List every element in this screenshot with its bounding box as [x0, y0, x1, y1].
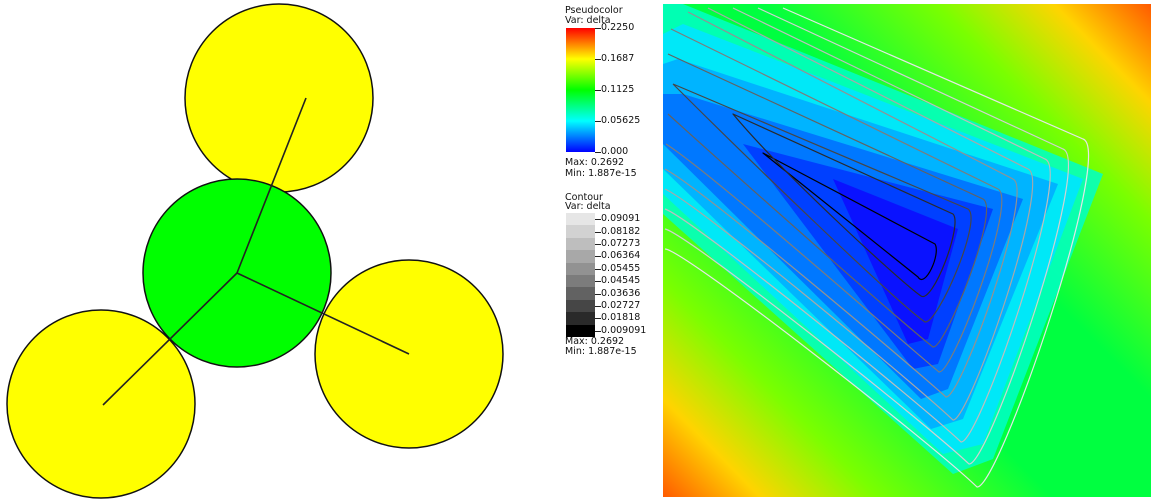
- contour-tick-mark: [595, 306, 601, 307]
- contour-line-3: [672, 83, 972, 323]
- pseudocolor-tick-label: 0.1125: [601, 84, 635, 95]
- contour-swatch: [566, 275, 595, 288]
- contour-tick-mark: [595, 268, 601, 270]
- pseudocolor-colorbar: [566, 28, 595, 152]
- contour-lines: [664, 7, 1089, 488]
- contour-level-label: 0.05455: [601, 262, 641, 274]
- contour-line-8: [664, 7, 1051, 443]
- contour-line-5: [665, 28, 1003, 373]
- pseudocolor-tick-label: 0.1687: [601, 53, 635, 64]
- contour-level-label: 0.04545: [601, 275, 641, 287]
- contour-level-label: 0.09091: [601, 213, 641, 225]
- pseudocolor-var-label: Var: delta: [565, 15, 611, 26]
- contour-tick-mark: [595, 281, 601, 283]
- contour-line-2: [732, 113, 956, 297]
- contour-tick-mark: [595, 256, 601, 258]
- circle-top: [184, 3, 374, 193]
- line-center-bottom-left: [102, 272, 238, 406]
- contour-tick-mark: [595, 231, 601, 233]
- contour-line-9: [664, 7, 1069, 465]
- contour-tick-mark: [595, 219, 601, 221]
- connecting-lines: [102, 97, 410, 406]
- contour-swatch: [566, 262, 595, 275]
- contour-level-label: 0.06364: [601, 250, 641, 262]
- pseudocolor-tick-mark: [595, 28, 601, 29]
- circle-network-plot: [6, 3, 504, 499]
- pseudocolor-min-label: Min: 1.887e-15: [565, 168, 637, 179]
- contour-swatch: [566, 299, 595, 313]
- line-center-right: [236, 272, 410, 355]
- contour-line-6: [664, 11, 1018, 398]
- pseudocolor-tick-mark: [595, 90, 601, 91]
- pseudocolor-tick-mark: [595, 59, 601, 60]
- legend-panel: Pseudocolor Var: delta 0.2250 0.1687 0.112…: [560, 0, 660, 501]
- contour-level-label: 0.02727: [601, 300, 641, 311]
- contour-title: Contour: [565, 192, 603, 203]
- field-core: [833, 179, 958, 344]
- contour-line-7: [664, 7, 1034, 421]
- contour-tick-mark: [595, 293, 601, 295]
- contour-tick-mark: [595, 330, 601, 332]
- contour-level-label: 0.03636: [601, 287, 641, 299]
- pseudocolor-tick-label: 0.000: [601, 146, 629, 157]
- pseudocolor-tick-label: 0.05625: [601, 115, 641, 126]
- line-center-top: [236, 97, 307, 274]
- contour-min-label: Min: 1.887e-15: [565, 346, 637, 357]
- pseudocolor-title: Pseudocolor: [565, 5, 623, 16]
- contour-level-label: 0.01818: [601, 312, 641, 324]
- contour-max-label: Max: 0.2692: [565, 336, 625, 347]
- pseudocolor-tick-mark: [595, 152, 601, 153]
- contour-tick-mark: [595, 244, 601, 245]
- contour-swatch: [566, 312, 595, 325]
- contour-swatch: [566, 287, 595, 300]
- contour-swatch: [566, 213, 595, 226]
- contour-line-10: [664, 7, 1089, 488]
- pseudocolor-max-label: Max: 0.2692: [565, 157, 625, 168]
- contour-tick-mark: [595, 318, 601, 320]
- contour-line-4: [667, 53, 988, 348]
- contour-level-label: 0.07273: [601, 238, 641, 249]
- pseudocolor-contour-plot: [663, 4, 1151, 497]
- contour-swatch: [566, 237, 595, 251]
- contour-swatch: [566, 225, 595, 238]
- contour-var-label: Var: delta: [565, 201, 611, 212]
- pseudocolor-tick-mark: [595, 121, 601, 122]
- contour-swatch: [566, 324, 595, 337]
- contour-level-label: 0.009091: [601, 324, 647, 336]
- circle-bottom-left: [6, 309, 196, 499]
- contour-level-label: 0.08182: [601, 225, 641, 237]
- contour-swatch: [566, 250, 595, 263]
- contour-line-1: [762, 152, 937, 280]
- pseudocolor-tick-label: 0.2250: [601, 22, 635, 33]
